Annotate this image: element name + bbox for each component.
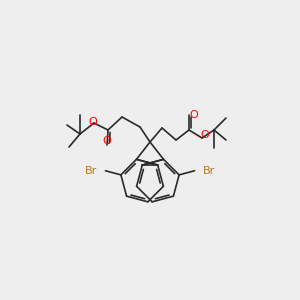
Text: Br: Br [202,166,215,176]
Text: O: O [103,136,111,146]
Text: O: O [201,130,209,140]
Text: O: O [190,110,198,120]
Text: Br: Br [85,166,98,176]
Text: O: O [88,117,98,127]
